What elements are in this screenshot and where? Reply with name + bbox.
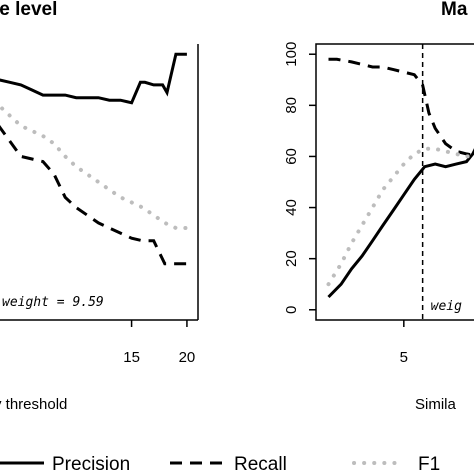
right-threshold-label: weig bbox=[431, 299, 462, 314]
left-x-axis-label: y threshold bbox=[0, 396, 67, 413]
right-y-axis: 0 20 40 60 80 100 bbox=[283, 42, 316, 314]
left-series-f1 bbox=[0, 103, 189, 230]
legend-label-recall: Recall bbox=[234, 454, 287, 474]
right-plot-area: weig bbox=[315, 43, 474, 321]
left-threshold-label: weight = 9.59 bbox=[2, 295, 104, 310]
left-series-precision bbox=[0, 52, 187, 105]
left-x-tick-label: 15 bbox=[123, 349, 140, 366]
right-plot-frame bbox=[315, 43, 474, 321]
left-panel: le level weight = 9.59 01520 y threshold bbox=[0, 0, 199, 413]
left-x-tick-label: 20 bbox=[179, 349, 196, 366]
left-series-recall bbox=[0, 125, 187, 266]
right-panel: Ma weig 5 0 20 40 60 80 100 Simila bbox=[283, 0, 474, 413]
right-x-axis: 5 bbox=[400, 320, 408, 366]
right-x-tick-label: 5 bbox=[400, 349, 408, 366]
right-x-axis-label: Simila bbox=[415, 396, 456, 413]
right-panel-title: Ma bbox=[441, 0, 468, 20]
legend-item-recall: Recall bbox=[170, 454, 287, 474]
left-plot-area: weight = 9.59 bbox=[0, 44, 199, 321]
left-x-axis: 01520 bbox=[123, 320, 196, 366]
legend-label-f1: F1 bbox=[418, 454, 440, 474]
right-y-tick-label: 0 bbox=[283, 306, 300, 314]
legend-item-f1: F1 bbox=[352, 454, 440, 474]
left-panel-title: le level bbox=[0, 0, 57, 20]
legend-item-precision: Precision bbox=[0, 454, 130, 474]
legend-label-precision: Precision bbox=[52, 454, 130, 474]
right-series-f1 bbox=[326, 146, 474, 287]
right-y-tick-label: 100 bbox=[283, 42, 300, 67]
legend: Precision Recall F1 bbox=[0, 454, 440, 474]
right-series-recall bbox=[328, 57, 474, 157]
right-y-tick-label: 80 bbox=[283, 97, 300, 114]
right-y-tick-label: 20 bbox=[283, 250, 300, 267]
right-y-tick-label: 40 bbox=[283, 199, 300, 216]
right-y-tick-label: 60 bbox=[283, 148, 300, 165]
right-series-precision bbox=[327, 148, 474, 299]
